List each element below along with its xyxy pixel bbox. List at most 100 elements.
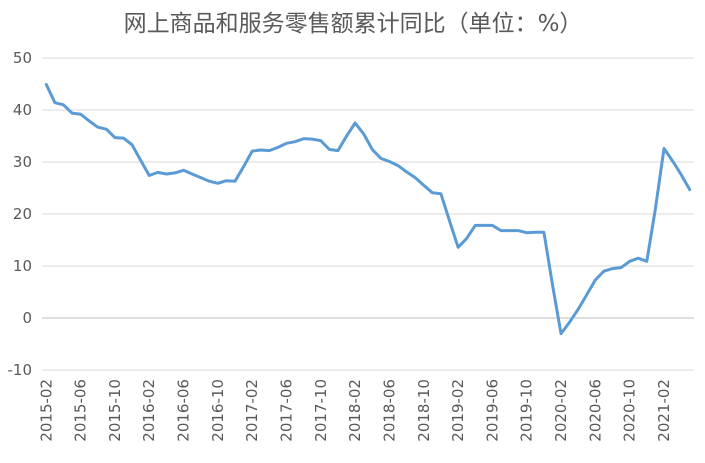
- data-point: [482, 224, 485, 227]
- y-tick-label: 50: [13, 49, 32, 67]
- data-point: [628, 260, 631, 263]
- x-axis-ticks: 2015-02 2015-06 2015-10 2016-02 2016-06 2016-…: [37, 379, 673, 442]
- data-point: [122, 137, 125, 140]
- chart-title: 网上商品和服务零售额累计同比（单位：%）: [124, 11, 583, 37]
- data-point: [225, 179, 228, 182]
- data-point: [499, 229, 502, 232]
- data-point: [379, 157, 382, 160]
- data-point: [525, 231, 528, 234]
- data-point: [276, 146, 279, 149]
- x-tick-label: 2018-10: [415, 379, 433, 442]
- data-point: [654, 207, 657, 210]
- data-point: [602, 270, 605, 273]
- x-tick-label: 2015-02: [37, 379, 55, 442]
- series-layer: [44, 83, 692, 336]
- x-tick-label: 2017-02: [243, 379, 261, 442]
- data-point: [294, 140, 297, 143]
- y-tick-label: 0: [22, 309, 32, 327]
- y-tick-label: 40: [13, 101, 32, 119]
- data-point: [474, 224, 477, 227]
- data-point: [577, 308, 580, 311]
- data-point: [88, 119, 91, 122]
- x-tick-label: 2017-10: [312, 379, 330, 442]
- data-point: [371, 148, 374, 151]
- data-point: [259, 149, 262, 152]
- data-point: [688, 188, 691, 191]
- data-point: [285, 142, 288, 145]
- data-point: [594, 279, 597, 282]
- data-point: [680, 173, 683, 176]
- data-point: [62, 103, 65, 106]
- data-point: [551, 283, 554, 286]
- data-point: [208, 180, 211, 183]
- data-point: [113, 136, 116, 139]
- x-tick-label: 2015-10: [106, 379, 124, 442]
- data-point: [637, 257, 640, 260]
- data-point: [96, 126, 99, 129]
- data-point: [362, 132, 365, 135]
- data-point: [345, 135, 348, 138]
- data-point: [517, 229, 520, 232]
- data-point: [191, 172, 194, 175]
- data-point: [388, 160, 391, 163]
- x-tick-label: 2016-06: [175, 379, 193, 442]
- y-axis-ticks: -10 0 10 20 30 40 50: [8, 49, 33, 379]
- data-point: [71, 112, 74, 115]
- x-tick-label: 2015-06: [72, 379, 90, 442]
- data-point: [645, 260, 648, 263]
- data-point: [182, 169, 185, 172]
- data-point: [319, 139, 322, 142]
- data-point: [328, 148, 331, 151]
- x-tick-label: 2019-06: [483, 379, 501, 442]
- data-point: [302, 137, 305, 140]
- data-point: [585, 293, 588, 296]
- data-point: [611, 267, 614, 270]
- data-point: [439, 192, 442, 195]
- data-point: [268, 149, 271, 152]
- data-point: [131, 143, 134, 146]
- y-tick-label: 10: [13, 257, 32, 275]
- data-point: [45, 83, 48, 86]
- series-line: [44, 83, 692, 336]
- data-point: [457, 246, 460, 249]
- data-point: [465, 237, 468, 240]
- x-tick-label: 2021-02: [655, 379, 673, 442]
- data-point: [354, 122, 357, 125]
- data-point: [242, 165, 245, 168]
- x-tick-label: 2017-06: [278, 379, 296, 442]
- data-point: [620, 266, 623, 269]
- x-tick-label: 2020-06: [586, 379, 604, 442]
- data-point: [165, 172, 168, 175]
- data-point: [234, 180, 237, 183]
- data-point: [148, 174, 151, 177]
- data-point: [414, 176, 417, 179]
- x-tick-label: 2018-06: [380, 379, 398, 442]
- x-tick-label: 2019-02: [449, 379, 467, 442]
- data-point: [251, 150, 254, 153]
- y-tick-label: -10: [8, 361, 33, 379]
- x-tick-label: 2016-02: [140, 379, 158, 442]
- data-point: [53, 101, 56, 104]
- data-point: [79, 113, 82, 116]
- data-point: [216, 182, 219, 185]
- data-point: [336, 149, 339, 152]
- data-point: [448, 219, 451, 222]
- data-point: [568, 321, 571, 324]
- data-point: [431, 191, 434, 194]
- data-point: [105, 128, 108, 131]
- data-point: [422, 184, 425, 187]
- data-point: [173, 171, 176, 174]
- data-point: [139, 159, 142, 162]
- data-point: [199, 176, 202, 179]
- y-tick-label: 20: [13, 205, 32, 223]
- data-point: [534, 231, 537, 234]
- data-point: [491, 224, 494, 227]
- x-tick-label: 2020-10: [621, 379, 639, 442]
- data-point: [508, 229, 511, 232]
- data-point: [662, 147, 665, 150]
- data-point: [156, 171, 159, 174]
- data-point: [671, 159, 674, 162]
- data-point: [397, 164, 400, 167]
- data-point: [560, 332, 563, 335]
